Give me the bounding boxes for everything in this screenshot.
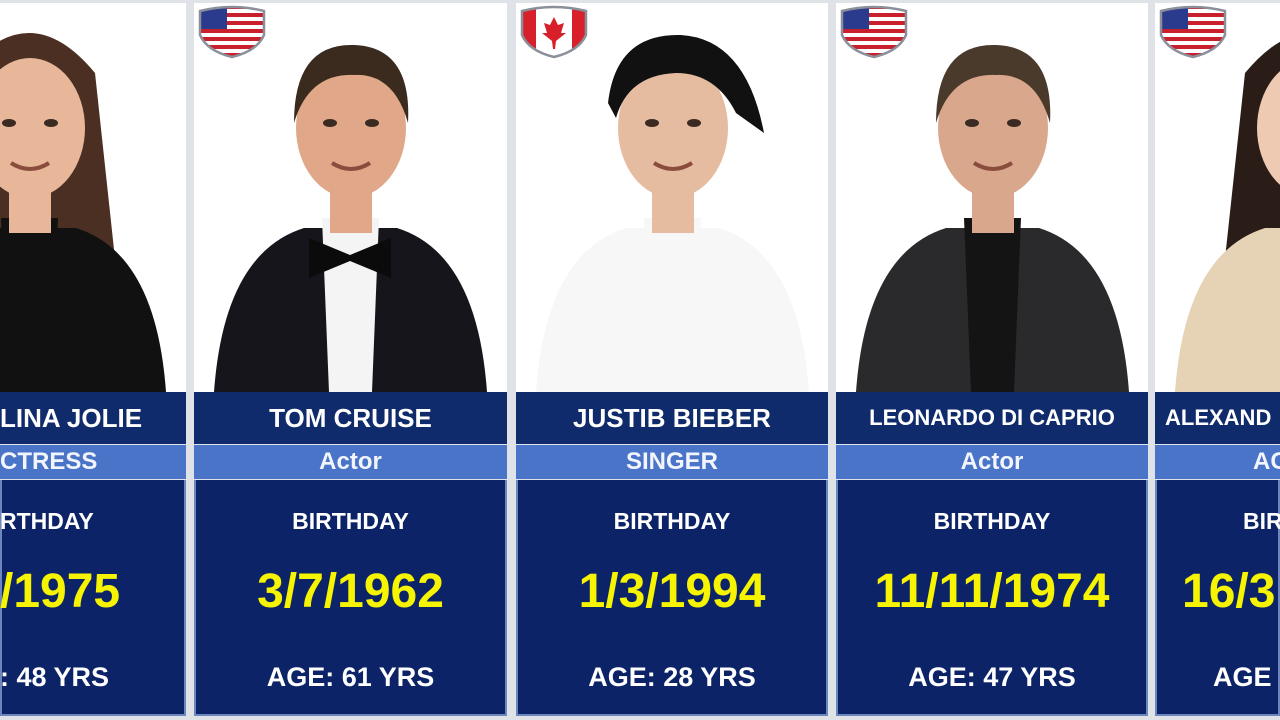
flag-icon (840, 5, 908, 59)
birth-date: 3/7/1962 (257, 565, 444, 618)
info-panel: BIRTHDAY 11/11/1974 AGE: 47 YRS (836, 480, 1148, 716)
flag-icon (520, 5, 588, 59)
birth-date: 1/3/1994 (578, 565, 766, 618)
person-role: CTRESS (0, 445, 186, 479)
age-text: : 48 YRS (0, 662, 110, 692)
birthday-label: BIR (1243, 508, 1280, 534)
flag-icon (198, 5, 266, 59)
photo-frame (0, 3, 186, 392)
birthday-label: RTHDAY (0, 508, 94, 534)
person-name: ALEXAND (1155, 392, 1280, 444)
person-card: LEONARDO DI CAPRIO Actor BIRTHDAY 11/11/197… (836, 0, 1148, 720)
age-text: AGE: 47 YRS (908, 662, 1076, 692)
person-role: AG (1155, 445, 1280, 479)
portrait (1175, 41, 1280, 392)
photo-frame (1155, 3, 1280, 392)
info-panel: BIRTHDAY 3/7/1962 AGE: 61 YRS (194, 480, 507, 716)
person-card: LINA JOLIE CTRESS RTHDAY/1975 : 48 YRS (0, 0, 186, 720)
person-card: TOM CRUISE Actor BIRTHDAY 3/7/1962 AGE: 61 Y… (194, 0, 507, 720)
flag-icon (1159, 5, 1227, 59)
info-panel: BIRTHDAY 1/3/1994 AGE: 28 YRS (516, 480, 828, 716)
info-panel: RTHDAY/1975 : 48 YRS (0, 480, 186, 716)
portrait (536, 34, 809, 392)
age-text: AGE (1213, 662, 1272, 692)
portrait (856, 44, 1129, 392)
person-role: SINGER (516, 445, 828, 479)
age-text: AGE: 28 YRS (588, 662, 756, 692)
info-panel: BIR 16/3 AGE (1155, 480, 1280, 716)
birthday-label: BIRTHDAY (933, 508, 1051, 534)
person-role: Actor (194, 445, 507, 479)
portrait (214, 44, 487, 392)
photo-frame (194, 3, 507, 392)
birthday-label: BIRTHDAY (292, 508, 409, 534)
birth-date: 11/11/1974 (874, 565, 1110, 618)
person-card: JUSTIB BIEBER SINGER BIRTHDAY 1/3/1994 AGE: … (516, 0, 828, 720)
birthday-label: BIRTHDAY (613, 508, 731, 534)
age-text: AGE: 61 YRS (266, 662, 435, 692)
photo-frame (516, 3, 828, 392)
person-name: LINA JOLIE (0, 392, 186, 444)
person-name: JUSTIB BIEBER (516, 392, 828, 444)
birth-date: 16/3 (1182, 565, 1276, 618)
person-name: LEONARDO DI CAPRIO (836, 392, 1148, 444)
person-role: Actor (836, 445, 1148, 479)
photo-frame (836, 3, 1148, 392)
portrait (0, 33, 166, 392)
person-card: ALEXAND AG BIR 16/3 AGE (1155, 0, 1280, 720)
person-name: TOM CRUISE (194, 392, 507, 444)
birth-date: /1975 (0, 565, 121, 618)
